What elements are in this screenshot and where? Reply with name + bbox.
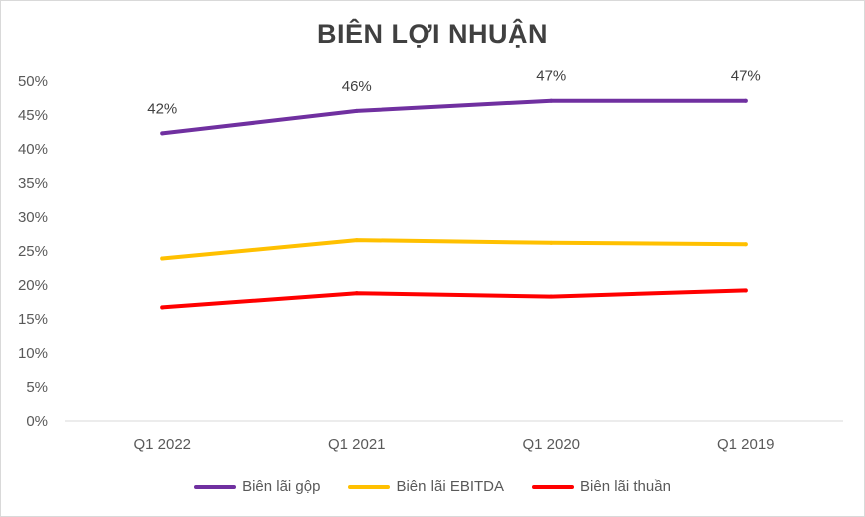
data-point — [354, 108, 359, 113]
data-point — [549, 98, 554, 103]
x-tick-label: Q1 2020 — [522, 436, 580, 453]
data-point — [354, 291, 359, 296]
y-tick-label: 45% — [18, 107, 48, 124]
x-tick-label: Q1 2022 — [133, 436, 191, 453]
data-label: 42% — [147, 100, 177, 117]
data-point — [160, 305, 165, 310]
data-label: 46% — [342, 78, 372, 95]
data-point — [354, 238, 359, 243]
y-tick-label: 30% — [18, 209, 48, 226]
legend-item: Biên lãi thuần — [532, 478, 671, 495]
y-tick-label: 35% — [18, 175, 48, 192]
legend-swatch — [194, 484, 237, 489]
data-point — [160, 131, 165, 136]
legend-swatch — [348, 484, 391, 489]
data-point — [160, 256, 165, 261]
y-tick-label: 5% — [26, 379, 48, 396]
plot-area: 0% 5% 10% 15% 20% 25% 30% 35% 40% 45% 50% Q1 2022 Q1… — [18, 68, 843, 453]
data-label: 47% — [536, 68, 566, 85]
legend-label: Biên lãi gộp — [242, 478, 321, 495]
y-tick-label: 50% — [18, 73, 48, 90]
x-tick-label: Q1 2019 — [717, 436, 775, 453]
chart-title: BIÊN LỢI NHUẬN — [316, 19, 549, 49]
y-tick-label: 10% — [18, 345, 48, 362]
data-point — [549, 240, 554, 245]
data-point — [743, 98, 748, 103]
data-point — [549, 294, 554, 299]
y-tick-label: 0% — [26, 413, 48, 430]
legend: Biên lãi gộp Biên lãi EBITDA Biên lãi thuầ… — [1, 478, 864, 495]
y-tick-label: 40% — [18, 141, 48, 158]
legend-label: Biên lãi thuần — [580, 478, 671, 495]
y-tick-label: 15% — [18, 311, 48, 328]
y-tick-label: 20% — [18, 277, 48, 294]
legend-swatch — [532, 484, 575, 489]
data-label: 47% — [731, 68, 761, 85]
series-line-1 — [160, 98, 748, 136]
x-tick-label: Q1 2021 — [328, 436, 386, 453]
data-point — [743, 242, 748, 247]
series-line-2 — [160, 238, 748, 261]
legend-label: Biên lãi EBITDA — [396, 478, 505, 495]
data-point — [743, 288, 748, 293]
y-tick-label: 25% — [18, 243, 48, 260]
legend-item: Biên lãi gộp — [194, 478, 320, 495]
series-line-3 — [160, 288, 748, 310]
legend-item: Biên lãi EBITDA — [348, 478, 504, 495]
